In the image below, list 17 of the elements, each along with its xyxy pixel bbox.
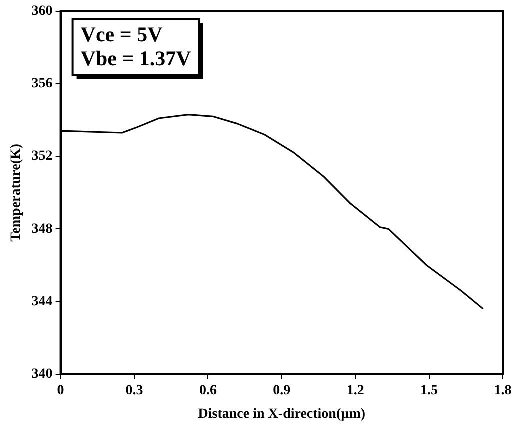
x-tick-label: 0 [57, 383, 64, 398]
y-tick-label: 344 [32, 294, 53, 310]
y-tick-label: 360 [32, 4, 53, 20]
y-tick-label: 352 [32, 149, 53, 164]
x-tick-label: 0.3 [126, 383, 144, 398]
y-tick-label: 356 [32, 76, 53, 92]
x-tick-label: 1.8 [494, 383, 512, 398]
x-tick-label: 0.9 [273, 383, 291, 398]
annotation: Vbe = 1.37V [80, 46, 192, 70]
x-axis-title: Distance in X-direction(µm) [198, 407, 366, 422]
x-tick-label: 0.6 [199, 383, 217, 398]
y-tick-label: 340 [32, 367, 53, 382]
x-tick-label: 1.5 [420, 383, 438, 398]
annotation: Vce = 5V [80, 22, 163, 46]
x-tick-label: 1.2 [346, 383, 364, 398]
y-axis-title: Temperature(K) [9, 144, 24, 242]
y-tick-label: 348 [32, 222, 53, 237]
